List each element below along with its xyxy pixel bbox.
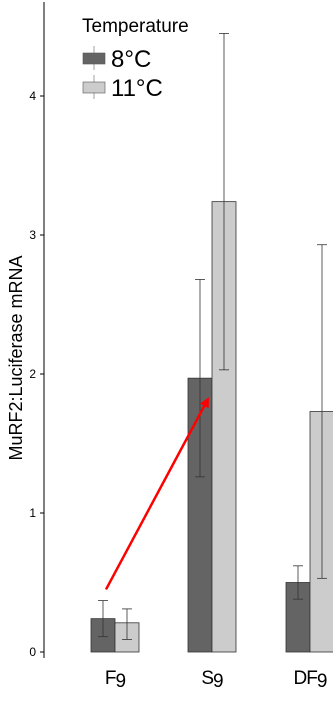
y-axis: 0 1 2 3 4 xyxy=(29,2,45,659)
bar-DF9-11c xyxy=(309,411,333,653)
legend-swatch-11c xyxy=(82,81,106,94)
legend-title: Temperature xyxy=(82,16,189,37)
error-bars xyxy=(98,33,327,640)
y-tick-label: 0 xyxy=(29,645,36,659)
legend: Temperature 8°C11°C xyxy=(82,16,189,102)
y-tick-label: 4 xyxy=(29,89,36,103)
y-tick-label: 1 xyxy=(29,506,36,520)
y-axis-title: MuRF2:Luciferase mRNA xyxy=(6,255,26,460)
y-tick-label: 3 xyxy=(29,228,36,242)
x-tick-label-F9: F9 xyxy=(105,668,126,692)
legend-label-8c: 8°C xyxy=(111,46,151,73)
x-tick-label-DF9: DF9 xyxy=(294,668,327,692)
x-tick-label-S9: S9 xyxy=(201,668,223,692)
annotation xyxy=(104,397,210,591)
red-arrow xyxy=(104,397,210,591)
bars xyxy=(90,201,333,653)
legend-label-11c: 11°C xyxy=(111,75,163,102)
y-tick-label: 2 xyxy=(29,367,36,381)
legend-swatch-8c xyxy=(82,52,106,65)
x-axis-labels: F9 S9 DF9 xyxy=(105,668,328,692)
